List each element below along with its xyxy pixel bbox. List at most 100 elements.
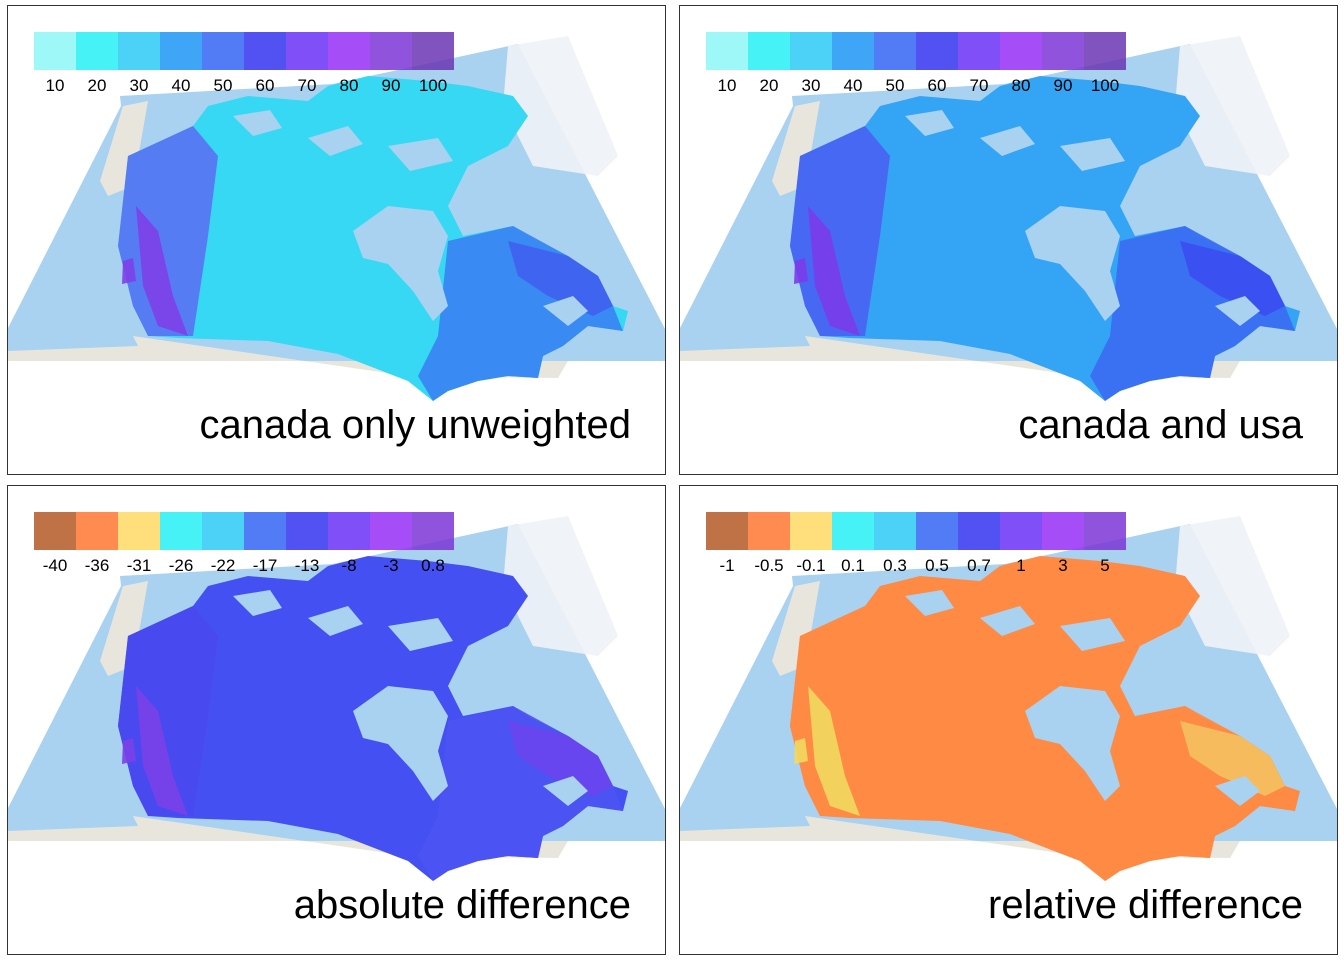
hudson-bay-water bbox=[1025, 206, 1120, 321]
legend-tick-label: 80 bbox=[339, 76, 359, 95]
gulf-water bbox=[543, 296, 588, 326]
legend-swatch bbox=[706, 512, 748, 550]
arctic-channel-water-4 bbox=[463, 176, 508, 206]
hudson-bay-water bbox=[1025, 686, 1120, 801]
legend-tick-label: -22 bbox=[210, 556, 236, 575]
legend-tick-label: 90 bbox=[381, 76, 401, 95]
legend-tick-label: -36 bbox=[84, 556, 110, 575]
panel-caption: canada and usa bbox=[1018, 403, 1303, 447]
color-legend: -1 -0.5 -0.1 0.1 0.3 0.5 0.7 1 3 5 bbox=[706, 512, 1126, 576]
legend-swatch bbox=[748, 512, 790, 550]
arctic-channel-water-4 bbox=[1135, 656, 1180, 686]
legend-tick-label: 40 bbox=[843, 76, 863, 95]
panel-caption: absolute difference bbox=[293, 883, 631, 927]
legend-swatch bbox=[1084, 32, 1126, 70]
legend-tick-label: 90 bbox=[1053, 76, 1073, 95]
arctic-channel-water-2 bbox=[980, 606, 1035, 636]
legend-swatch bbox=[790, 512, 832, 550]
arctic-channel-water-1 bbox=[905, 590, 954, 616]
legend-swatch bbox=[202, 512, 244, 550]
legend-swatches bbox=[706, 32, 1126, 70]
legend-swatches bbox=[34, 512, 454, 550]
greenland-area bbox=[1175, 516, 1290, 656]
legend-swatch bbox=[874, 512, 916, 550]
alaska-coast-area bbox=[772, 581, 820, 676]
alaska-coast-area bbox=[100, 581, 148, 676]
legend-tick-label: 20 bbox=[87, 76, 107, 95]
canada-region-far-east bbox=[1180, 241, 1285, 316]
canada-region-island bbox=[794, 738, 808, 764]
legend-swatch bbox=[916, 32, 958, 70]
legend-tick-labels: -40 -36 -31 -26 -22 -17 -13 -8 -3 0.8 bbox=[34, 556, 454, 576]
arctic-channel-water-1 bbox=[233, 590, 282, 616]
canada-region-island bbox=[794, 258, 808, 284]
legend-tick-label: 10 bbox=[45, 76, 65, 95]
legend-tick-label: 70 bbox=[297, 76, 317, 95]
legend-swatches bbox=[34, 32, 454, 70]
legend-swatch bbox=[328, 32, 370, 70]
arctic-channel-water-3 bbox=[388, 618, 453, 651]
arctic-channel-water-2 bbox=[980, 126, 1035, 156]
arctic-channel-water-3 bbox=[1060, 618, 1125, 651]
legend-swatch bbox=[160, 32, 202, 70]
arctic-channel-water-4 bbox=[463, 656, 508, 686]
alaska-coast-area bbox=[772, 101, 820, 196]
greenland-area bbox=[503, 36, 618, 176]
arctic-channel-water-3 bbox=[1060, 138, 1125, 171]
arctic-channel-water-2 bbox=[308, 126, 363, 156]
legend-tick-labels: 10 20 30 40 50 60 70 80 90 100 bbox=[706, 76, 1126, 96]
alaska-coast-area bbox=[100, 101, 148, 196]
gulf-water bbox=[543, 776, 588, 806]
legend-swatch bbox=[958, 32, 1000, 70]
color-legend: 10 20 30 40 50 60 70 80 90 100 bbox=[706, 32, 1126, 96]
legend-tick-label: 80 bbox=[1011, 76, 1031, 95]
legend-swatch bbox=[34, 32, 76, 70]
legend-tick-label: -13 bbox=[294, 556, 320, 575]
legend-tick-label: 1 bbox=[1016, 556, 1026, 575]
panel-caption: relative difference bbox=[988, 883, 1303, 927]
arctic-channel-water-4 bbox=[1135, 176, 1180, 206]
legend-tick-label: 60 bbox=[927, 76, 947, 95]
legend-swatch bbox=[832, 512, 874, 550]
canada-region-mountain bbox=[136, 686, 188, 816]
legend-tick-label: -8 bbox=[341, 556, 357, 575]
legend-swatch bbox=[916, 512, 958, 550]
legend-tick-label: -1 bbox=[719, 556, 735, 575]
map-canvas bbox=[8, 36, 665, 401]
legend-tick-label: 100 bbox=[1090, 76, 1120, 95]
legend-swatch bbox=[412, 512, 454, 550]
hudson-bay-water bbox=[353, 686, 448, 801]
legend-swatch bbox=[34, 512, 76, 550]
legend-swatch bbox=[790, 32, 832, 70]
legend-swatch bbox=[244, 512, 286, 550]
gulf-water bbox=[1215, 296, 1260, 326]
legend-tick-label: 30 bbox=[801, 76, 821, 95]
canada-region-island bbox=[122, 738, 136, 764]
canada-region-mountain bbox=[808, 206, 860, 336]
legend-tick-label: 0.7 bbox=[967, 556, 991, 575]
map-panel-relative-difference: -1 -0.5 -0.1 0.1 0.3 0.5 0.7 1 3 5 relative diffe… bbox=[679, 485, 1338, 955]
legend-tick-label: -0.5 bbox=[754, 556, 784, 575]
legend-tick-label: -17 bbox=[252, 556, 278, 575]
legend-tick-label: 5 bbox=[1100, 556, 1110, 575]
map-canvas bbox=[680, 516, 1337, 881]
legend-tick-label: -0.1 bbox=[796, 556, 826, 575]
panel-caption: canada only unweighted bbox=[199, 403, 631, 447]
legend-tick-label: 60 bbox=[255, 76, 275, 95]
legend-tick-label: 30 bbox=[129, 76, 149, 95]
legend-swatch bbox=[328, 512, 370, 550]
legend-tick-label: 0.8 bbox=[421, 556, 445, 575]
legend-tick-label: 50 bbox=[213, 76, 233, 95]
canada-region-mountain bbox=[808, 686, 860, 816]
map-panel-canada-and-usa: 10 20 30 40 50 60 70 80 90 100 canada and usa bbox=[679, 5, 1338, 475]
legend-swatch bbox=[1042, 512, 1084, 550]
color-legend: -40 -36 -31 -26 -22 -17 -13 -8 -3 0.8 bbox=[34, 512, 454, 576]
legend-tick-label: 50 bbox=[885, 76, 905, 95]
legend-tick-label: 40 bbox=[171, 76, 191, 95]
canada-region-island bbox=[122, 258, 136, 284]
arctic-channel-water-3 bbox=[388, 138, 453, 171]
legend-swatch bbox=[1042, 32, 1084, 70]
legend-swatch bbox=[874, 32, 916, 70]
legend-tick-label: 10 bbox=[717, 76, 737, 95]
greenland-area bbox=[1175, 36, 1290, 176]
